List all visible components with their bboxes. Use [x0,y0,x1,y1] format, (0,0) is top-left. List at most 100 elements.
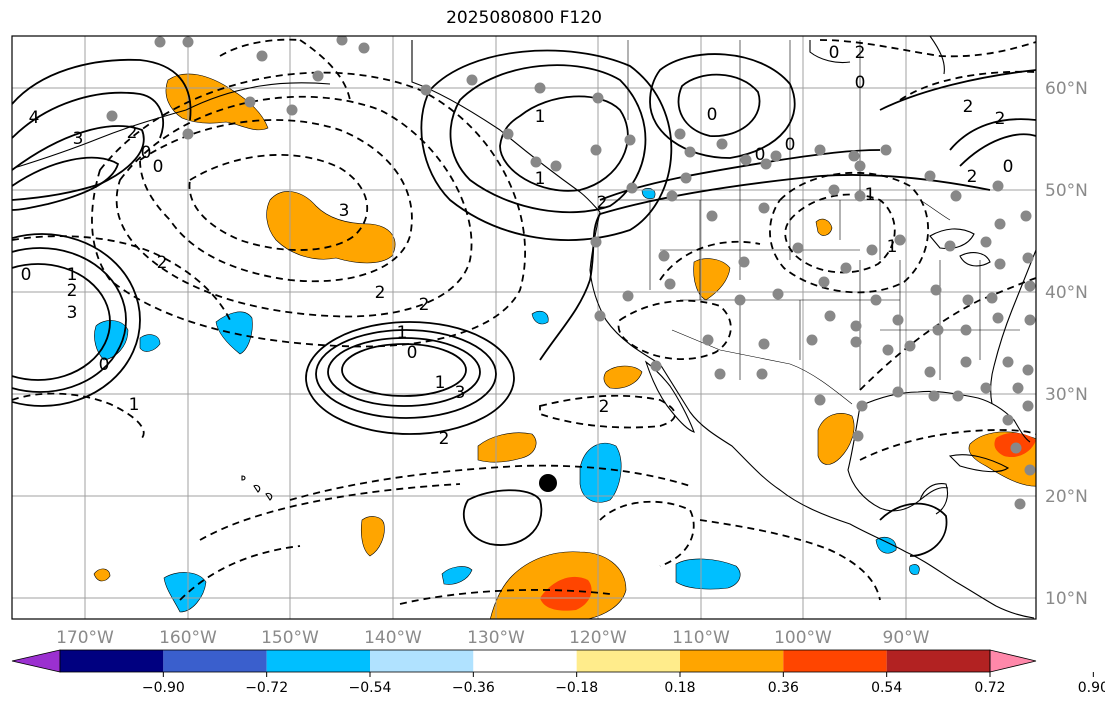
station-dot [182,36,194,48]
contour-dashed [12,235,231,321]
station-dot [758,338,770,350]
station-dot [866,244,878,256]
contour-dashed [899,70,1036,101]
contour-dashed [599,500,695,567]
station-dot [590,144,602,156]
contour-label: 0 [407,343,418,363]
lat-tick-label: 20°N [1045,487,1088,507]
contour-label: 0 [707,105,718,125]
station-dot [1024,464,1036,476]
contour-solid [12,247,127,393]
station-dot [1002,414,1014,426]
contour-dashed [179,545,301,601]
station-dot [622,290,634,302]
station-dot [674,128,686,140]
contour-solid [599,174,991,215]
station-dot [932,324,944,336]
station-dot [994,218,1006,230]
colorbar-segment [60,650,164,672]
contour-label: 2 [375,283,386,303]
shade-blue [441,566,473,585]
station-dot [182,128,194,140]
map-frame [11,35,1037,620]
colorbar-segment [473,650,577,672]
shade-red [540,576,592,611]
colorbar-segment [886,650,990,672]
longitude-tick-labels: 170°W 160°W 150°W 140°W 130°W 120°W 110°W 100°W… [56,628,930,648]
solid-contours [12,49,1036,557]
colorbar-segment [783,650,887,672]
lat-tick-label: 40°N [1045,283,1088,303]
contour-dashed [115,95,473,318]
contour-label: 3 [339,201,350,221]
shade-blue [163,572,207,613]
colorbar [11,649,1037,673]
map-title: 2025080800 F120 [446,8,602,28]
station-dots [106,36,1036,510]
shade-blue [579,442,622,503]
lat-tick-label: 30°N [1045,385,1088,405]
contour-label: 3 [67,303,78,323]
lat-tick-label: 50°N [1045,181,1088,201]
contour-label: 0 [141,143,152,163]
lon-tick-label: 140°W [364,628,422,648]
station-dot [892,314,904,326]
contour-label: 2 [127,123,138,143]
contour-dashed [188,154,369,251]
contour-label: 2 [967,167,978,187]
lon-tick-label: 150°W [261,628,319,648]
contour-label: 2 [597,193,608,213]
contour-dashed [699,519,881,601]
contour-label: 1 [435,373,446,393]
station-dot [1022,364,1034,376]
colorbar-tick-label: −0.90 [142,680,185,696]
contour-label: 3 [73,129,84,149]
shade-orange [360,516,385,557]
station-dot [828,184,840,196]
shade-blue [215,311,253,355]
station-dot [992,180,1004,192]
station-dot [962,294,974,306]
station-dot [534,82,546,94]
central-america [955,581,1035,619]
station-dot [824,310,836,322]
station-dot [420,84,432,96]
contour-dashed [399,589,611,605]
contour-solid [449,64,647,214]
station-dot [592,92,604,104]
baja-peninsula [644,360,695,433]
station-dot [650,360,662,372]
contour-solid [949,118,1036,151]
station-dot [952,390,964,402]
station-dot [814,394,826,406]
station-dot [530,156,542,168]
lat-tick-label: 60°N [1045,79,1088,99]
colorbar-tick-label: 0.72 [974,680,1005,696]
contour-label: 0 [1003,157,1014,177]
contour-solid [12,263,111,381]
station-dot [850,320,862,332]
contour-label: 0 [855,73,866,93]
station-dot [1020,210,1032,222]
contour-label: 1 [865,185,876,205]
station-dot [880,144,892,156]
contour-label: 0 [785,135,796,155]
lon-tick-label: 160°W [159,628,217,648]
station-dot [770,150,782,162]
station-dot [806,334,818,346]
colorbar-tick-label: 0.18 [664,680,695,696]
lon-tick-label: 110°W [672,628,730,648]
station-dot [850,336,862,348]
dashed-contours [12,38,1036,605]
contour-label: 1 [887,237,898,257]
contour-label: 2 [995,109,1006,129]
shade-blue [94,320,129,361]
station-dot [818,276,830,288]
station-dot [706,210,718,222]
contour-label: 1 [67,265,78,285]
contour-label: 0 [99,355,110,375]
contour-dashed [617,299,732,361]
hawaii-islands [241,475,273,501]
contour-label: 1 [397,323,408,343]
